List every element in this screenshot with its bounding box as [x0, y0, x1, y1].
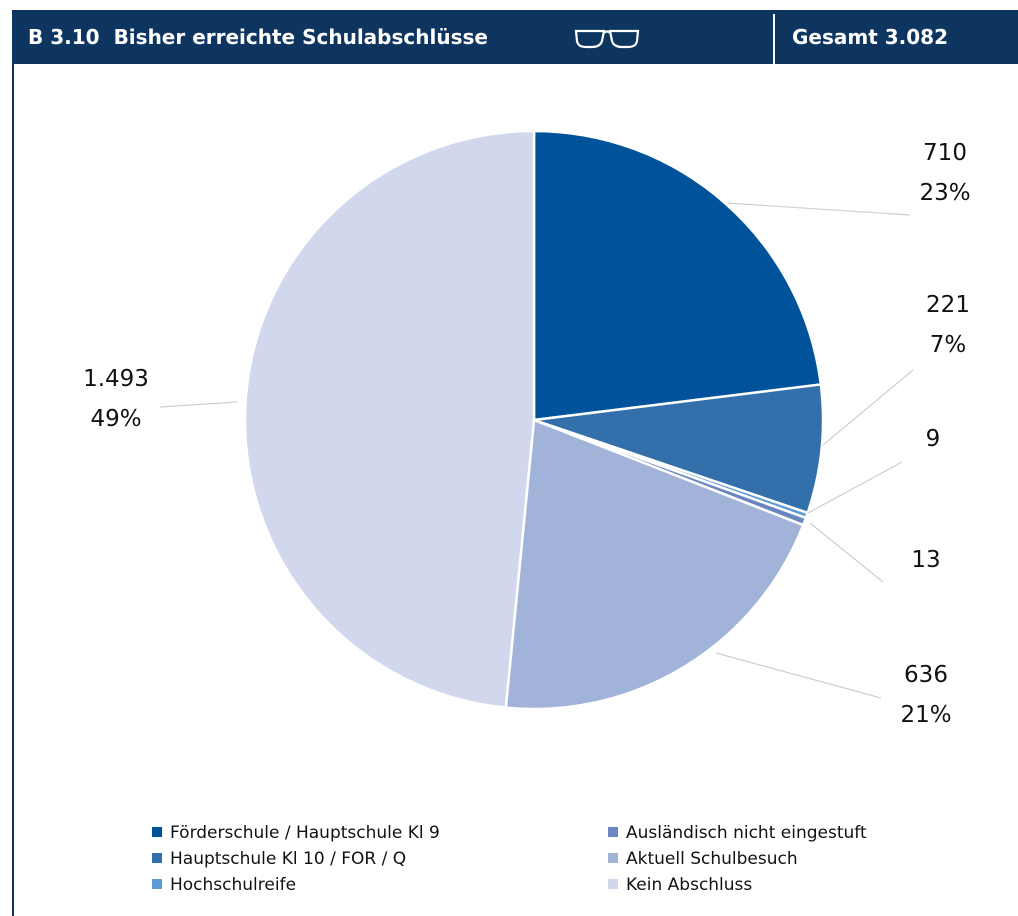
legend-swatch [608, 827, 618, 837]
leader-line-1 [822, 369, 914, 446]
legend-swatch [608, 853, 618, 863]
leader-line-0 [726, 202, 911, 216]
chart-title-text: Bisher erreichte Schulabschlüsse [113, 25, 488, 49]
glasses-icon [574, 29, 640, 49]
value-label-0: 710 [923, 140, 967, 166]
legend-swatch [608, 879, 618, 889]
legend-label: Kein Abschluss [626, 875, 753, 895]
pie-slice-4 [504, 418, 805, 711]
value-label-1: 221 [926, 292, 970, 318]
legend-label: Förderschule / Hauptschule Kl 9 [170, 823, 440, 843]
leader-line-2 [807, 461, 903, 514]
percent-label-0: 23% [919, 180, 970, 206]
legend-label: Hochschulreife [170, 875, 297, 895]
legend-item-2: Hochschulreife [152, 872, 296, 898]
leader-line-5 [159, 401, 238, 408]
legend-item-4: Aktuell Schulbesuch [608, 846, 798, 872]
percent-label-4: 21% [900, 702, 951, 728]
header-divider [773, 14, 775, 68]
value-label-3: 13 [911, 547, 940, 573]
pie-slice-1 [532, 383, 825, 515]
legend-swatch [152, 827, 162, 837]
leader-line-3 [809, 522, 884, 583]
value-label-4: 636 [904, 662, 948, 688]
percent-label-5: 49% [90, 406, 141, 432]
legend-label: Aktuell Schulbesuch [626, 849, 798, 869]
legend-item-5: Kein Abschluss [608, 872, 752, 898]
legend-label: Hauptschule Kl 10 / FOR / Q [170, 849, 407, 869]
legend-swatch [152, 879, 162, 889]
legend-item-3: Ausländisch nicht eingestuft [608, 820, 867, 846]
total-count: Gesamt 3.082 [792, 25, 949, 49]
pie-slice-0 [532, 129, 823, 422]
value-label-2: 9 [926, 426, 941, 452]
legend-swatch [152, 853, 162, 863]
pie-slice-5 [243, 129, 536, 709]
chart-code: B 3.10 [28, 25, 100, 49]
legend-item-0: Förderschule / Hauptschule Kl 9 [152, 820, 440, 846]
frame-border [12, 64, 14, 916]
legend-label: Ausländisch nicht eingestuft [626, 823, 867, 843]
chart-title: B 3.10 Bisher erreichte Schulabschlüsse [28, 10, 488, 64]
legend-item-1: Hauptschule Kl 10 / FOR / Q [152, 846, 406, 872]
percent-label-1: 7% [930, 332, 967, 358]
value-label-5: 1.493 [83, 366, 149, 392]
chart-header: B 3.10 Bisher erreichte Schulabschlüsse G… [12, 10, 1018, 68]
leader-line-4 [715, 652, 882, 699]
